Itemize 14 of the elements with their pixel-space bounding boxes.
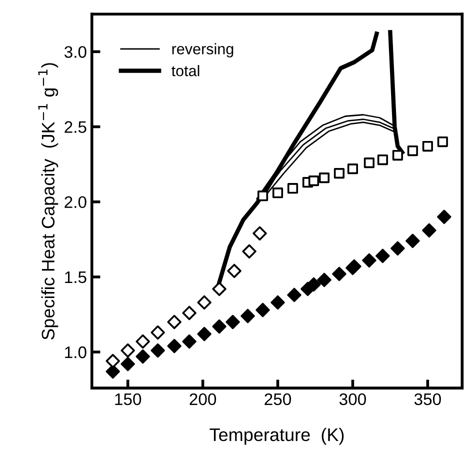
x-tick-label: 250	[264, 393, 292, 406]
y-tick-label: 3.0	[64, 46, 86, 58]
legend-label: total	[172, 65, 200, 76]
x-tick-label: 300	[339, 393, 366, 406]
y-tick-label: 2.0	[64, 196, 86, 208]
y-tick-label: 1.5	[65, 272, 86, 284]
x-axis-title: Temperature (K)	[210, 428, 344, 445]
x-tick-label: 150	[115, 393, 142, 406]
y-tick-label: 2.5	[64, 121, 86, 133]
x-tick-label: 350	[414, 393, 441, 406]
y-tick-label: 1.0	[65, 346, 86, 358]
y-axis-title: Specific Heat Capacity (JK$^{−1}$ g$^{−1}$)	[38, 63, 58, 340]
legend-label: reversing	[172, 43, 234, 58]
x-tick-label: 200	[190, 393, 216, 406]
